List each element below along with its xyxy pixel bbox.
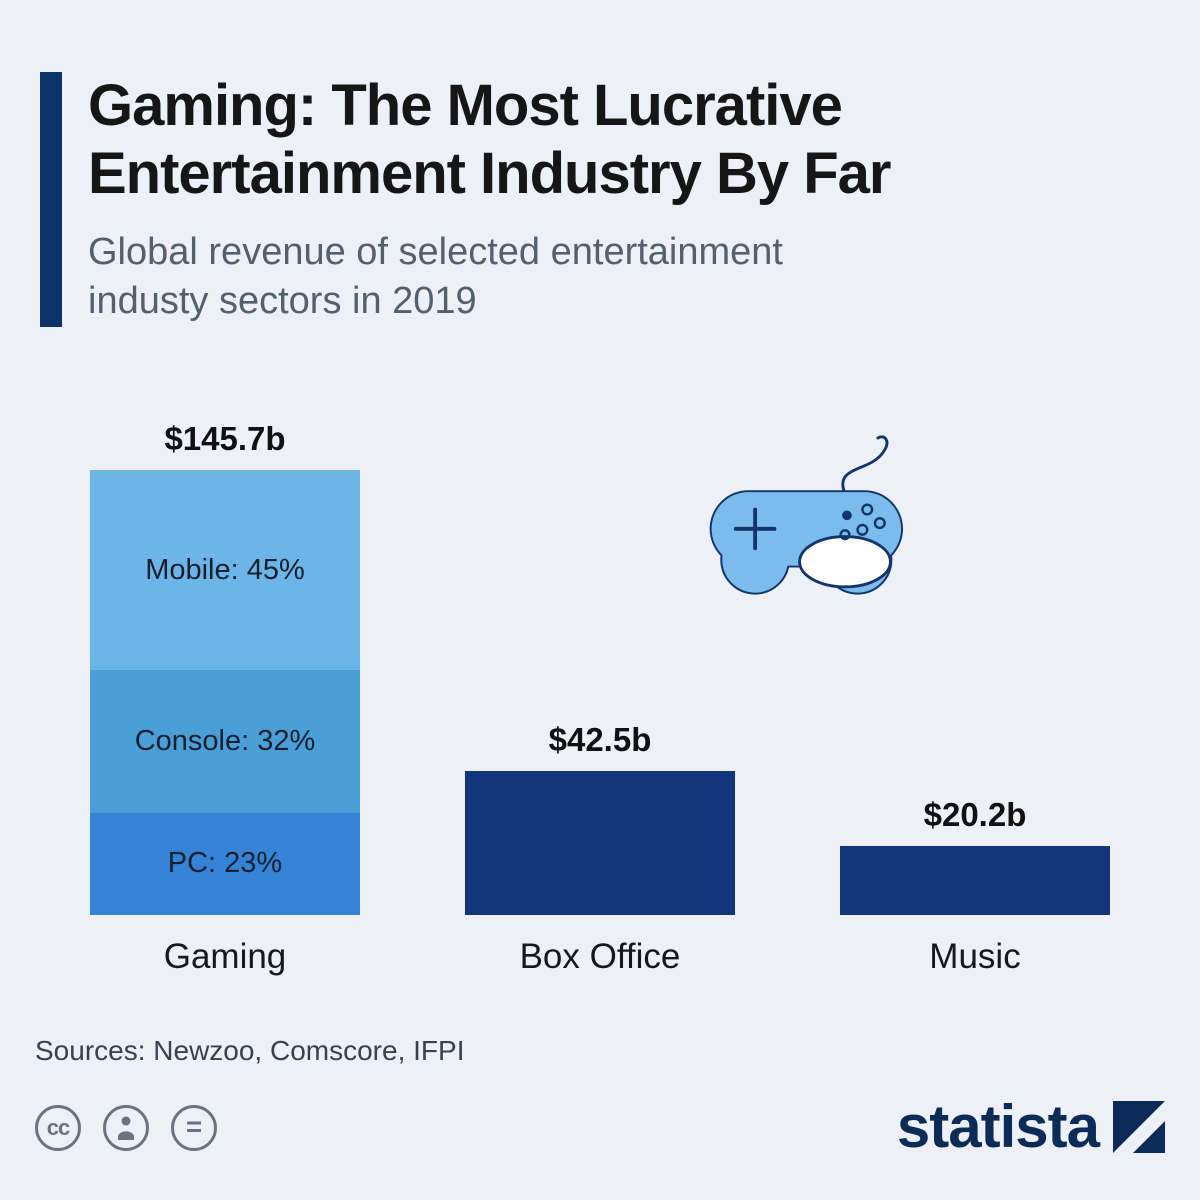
statista-logo-icon: [1113, 1100, 1165, 1153]
cc-glyph: cc: [46, 1115, 71, 1140]
box-office-bar: [465, 771, 735, 915]
game-controller-icon: [709, 435, 903, 595]
header-text: Gaming: The Most Lucrative Entertainment…: [88, 72, 891, 327]
bar-chart: $145.7b Mobile: 45% Console: 32% PC: 23%…: [90, 420, 1110, 976]
bar-column-box-office: $42.5b Box Office: [465, 420, 735, 976]
controller-buttons-icon: [839, 503, 886, 541]
statista-wordmark: statista: [896, 1093, 1100, 1160]
attribution-person-icon: [103, 1105, 149, 1151]
value-label-music: $20.2b: [923, 796, 1027, 833]
value-label-box-office: $42.5b: [548, 721, 652, 758]
page-subtitle: Global revenue of selected entertainment…: [88, 228, 890, 327]
category-label-music: Music: [929, 937, 1021, 976]
bar-column-gaming: $145.7b Mobile: 45% Console: 32% PC: 23%…: [90, 420, 360, 976]
value-label-gaming: $145.7b: [164, 420, 286, 457]
title-accent-bar: [40, 72, 62, 327]
creative-commons-icon: cc: [35, 1105, 81, 1151]
dpad-plus-icon: [733, 507, 777, 551]
title-line-2: Entertainment Industry By Far: [88, 140, 891, 206]
statista-logo: statista: [897, 1092, 1165, 1161]
segment-console: Console: 32%: [90, 670, 360, 813]
segment-pc: PC: 23%: [90, 812, 360, 915]
person-glyph: [118, 1116, 134, 1140]
sources-text: Sources: Newzoo, Comscore, IFPI: [35, 1035, 465, 1066]
bar-column-music: $20.2b Music: [840, 420, 1110, 976]
subtitle-line-2: industy sectors in 2019: [88, 280, 477, 323]
subtitle-line-1: Global revenue of selected entertainment: [88, 230, 783, 273]
segment-mobile: Mobile: 45%: [90, 470, 360, 671]
gaming-stacked-bar: Mobile: 45% Console: 32% PC: 23%: [90, 470, 360, 915]
title-line-1: Gaming: The Most Lucrative: [88, 73, 843, 138]
equals-glyph: =: [185, 1110, 203, 1142]
license-icons: cc =: [35, 1105, 217, 1151]
page-title: Gaming: The Most Lucrative Entertainment…: [88, 72, 891, 208]
header: Gaming: The Most Lucrative Entertainment…: [40, 72, 1150, 327]
no-derivatives-icon: =: [171, 1105, 217, 1151]
category-label-box-office: Box Office: [519, 937, 681, 976]
music-bar: [840, 846, 1110, 915]
category-label-gaming: Gaming: [163, 937, 287, 976]
